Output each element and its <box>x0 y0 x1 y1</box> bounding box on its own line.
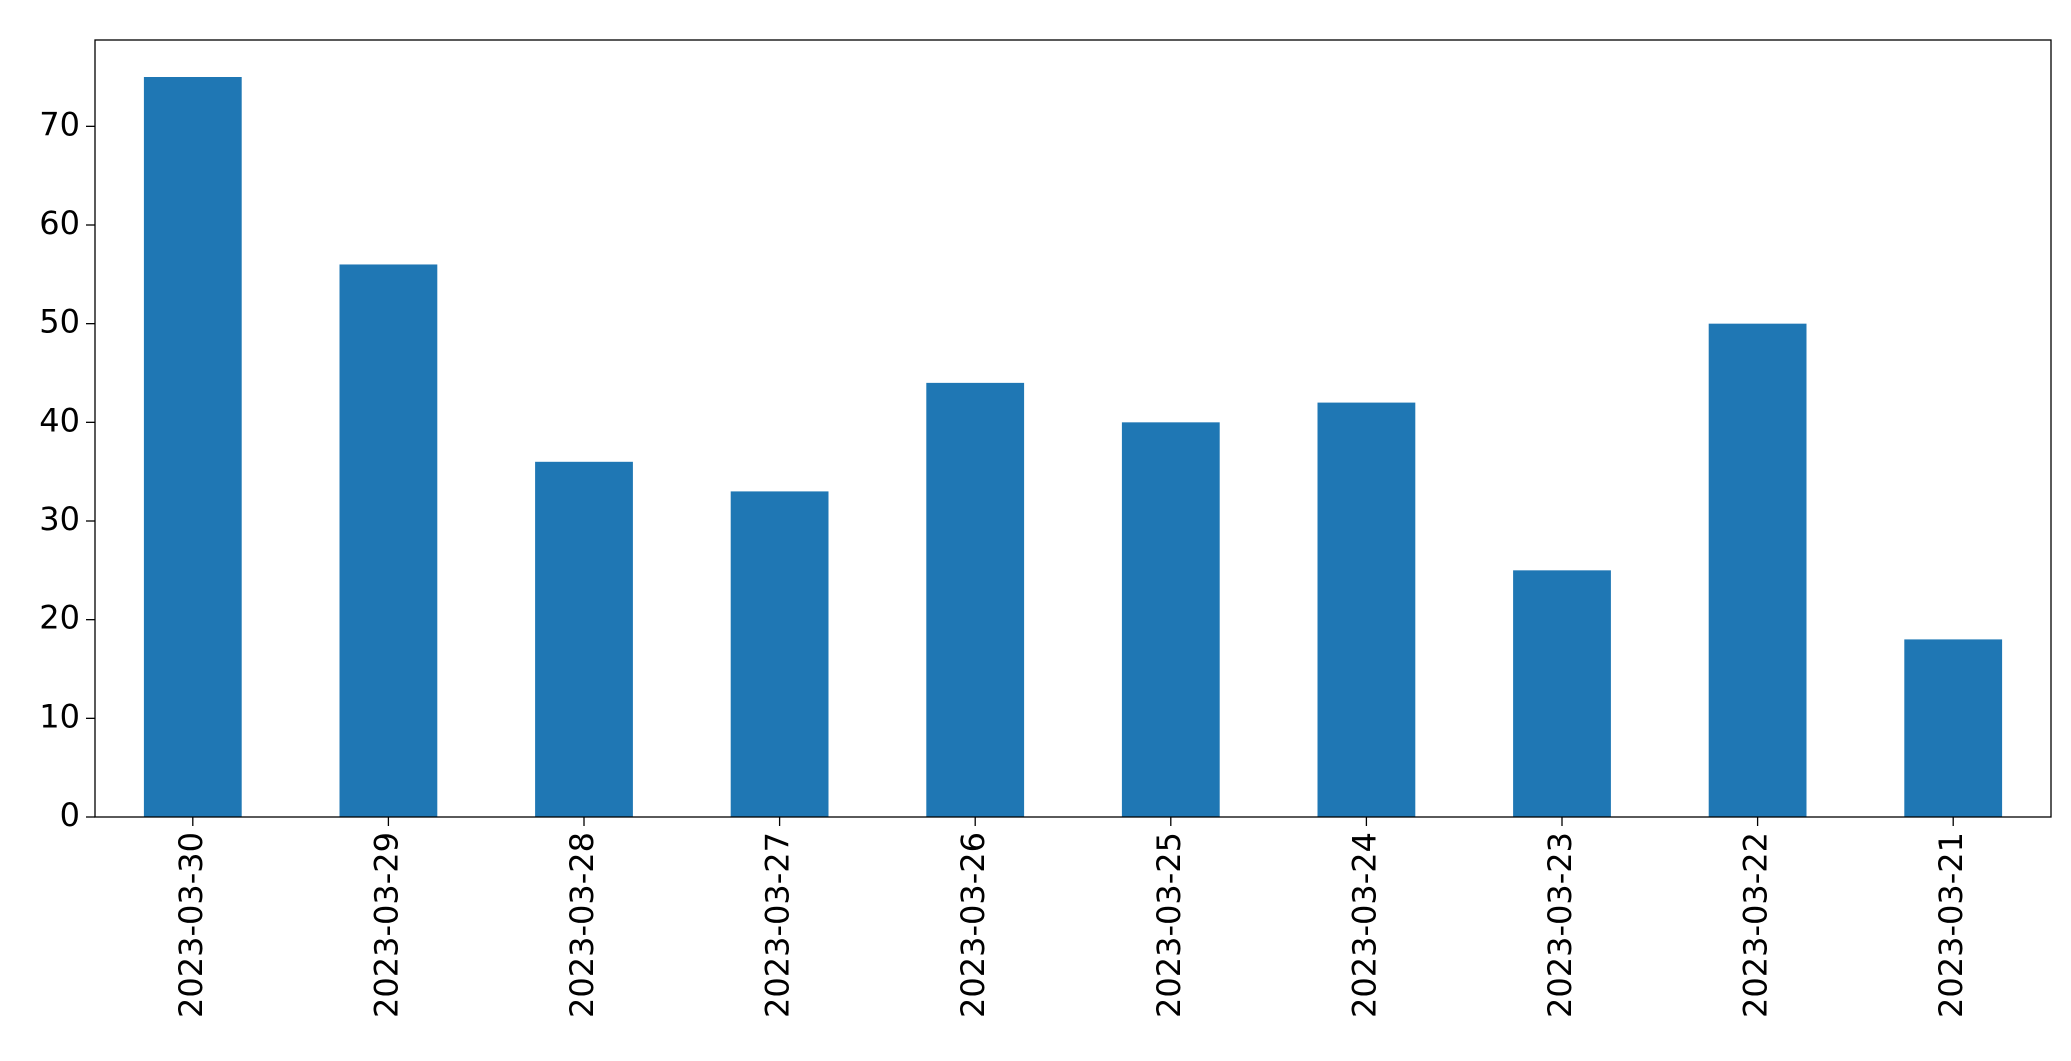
x-tick-label: 2023-03-26 <box>954 832 992 1018</box>
x-tick-label: 2023-03-24 <box>1345 832 1383 1018</box>
bar <box>730 491 829 817</box>
x-tick-label: 2023-03-21 <box>1932 832 1970 1018</box>
y-tick-label: 40 <box>39 401 80 439</box>
bar <box>1513 570 1611 817</box>
bar <box>1708 323 1807 817</box>
x-tick-label: 2023-03-28 <box>563 832 601 1018</box>
bar <box>143 77 242 817</box>
x-tick-label: 2023-03-27 <box>759 832 797 1018</box>
bar <box>535 461 633 817</box>
x-tick-label: 2023-03-22 <box>1737 832 1775 1018</box>
bar <box>339 264 438 817</box>
bar <box>1317 402 1416 817</box>
y-tick-label: 30 <box>39 500 80 538</box>
plot-frame <box>94 39 2052 818</box>
x-tick-label: 2023-03-29 <box>367 832 405 1018</box>
x-tick-label: 2023-03-25 <box>1150 832 1188 1018</box>
y-tick-label: 0 <box>60 796 80 834</box>
bar <box>1121 422 1220 817</box>
y-tick-label: 60 <box>39 204 80 242</box>
y-tick-label: 70 <box>39 105 80 143</box>
x-tick-label: 2023-03-30 <box>172 832 210 1018</box>
bar <box>926 382 1025 817</box>
y-tick-label: 50 <box>39 303 80 341</box>
y-tick-label: 10 <box>39 697 80 735</box>
bar <box>1904 639 2003 817</box>
y-tick-label: 20 <box>39 599 80 637</box>
x-tick-label: 2023-03-23 <box>1541 832 1579 1018</box>
